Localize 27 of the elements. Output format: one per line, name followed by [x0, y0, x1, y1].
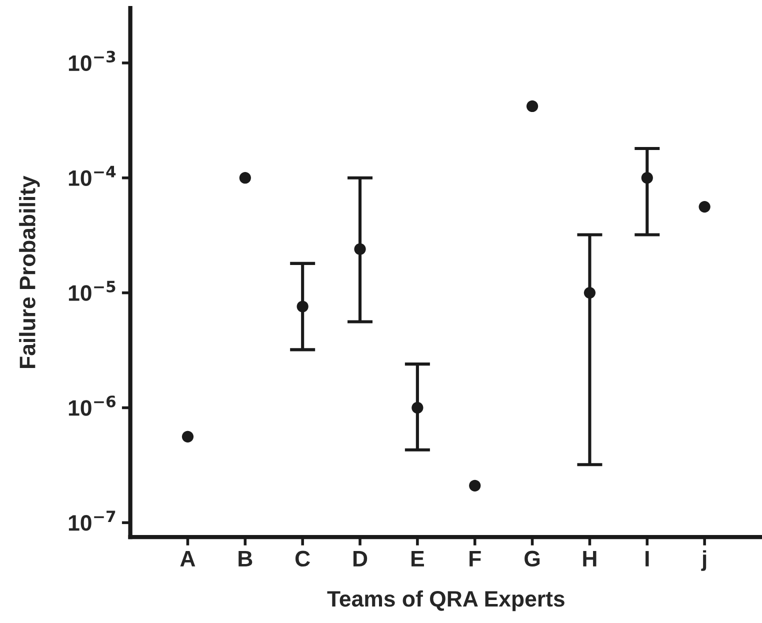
x-tick-label: D [353, 551, 368, 566]
point [641, 172, 653, 184]
x-tick-label: A [180, 551, 196, 566]
x-tick-label: E [412, 551, 424, 566]
point [239, 172, 251, 184]
y-axis-title: Failure Probability [19, 176, 40, 368]
point [698, 201, 710, 213]
x-tick-label: I [646, 551, 649, 566]
x-tick-label: C [295, 550, 310, 567]
y-tick-label: 10$^{−4}$ [68, 166, 116, 186]
point [354, 243, 366, 255]
y-tick-label: 10$^{−6}$ [68, 396, 116, 416]
point [412, 402, 424, 414]
x-tick-label: H [583, 551, 596, 566]
point [182, 430, 194, 442]
point [526, 100, 538, 112]
point [296, 300, 308, 312]
y-tick-label: 10$^{−5}$ [68, 280, 116, 301]
x-tick-label: j [701, 550, 706, 571]
x-tick-label: G [524, 550, 540, 567]
x-axis-title: Teams of QRA Experts [327, 590, 564, 612]
point [469, 480, 481, 492]
y-tick-label: 10$^{−3}$ [68, 50, 116, 72]
y-tick-label: 10$^{−7}$ [68, 510, 116, 531]
point [584, 286, 596, 299]
x-tick-label: B [238, 551, 252, 566]
x-tick-label: F [470, 551, 481, 566]
